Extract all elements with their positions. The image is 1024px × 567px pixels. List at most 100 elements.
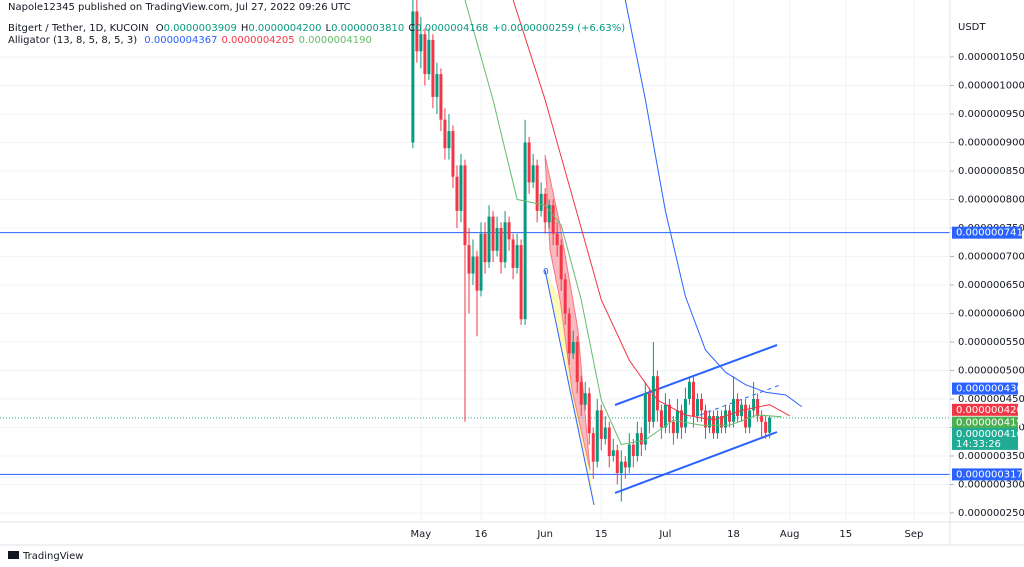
pattern-line [544, 269, 595, 506]
price-line-label: 0.0000007418 [956, 228, 1024, 239]
y-tick-label: 0.0000007000 [958, 251, 1024, 262]
alligator-line [512, 0, 790, 421]
candle-body [667, 404, 671, 422]
indicator-value: 0.0000004367 [144, 35, 218, 46]
y-tick-label: 0.0000008000 [958, 194, 1024, 205]
candle-body [439, 74, 443, 120]
candle-body [451, 131, 455, 177]
candle-body [443, 119, 447, 149]
y-tick-label: 0.0000009000 [958, 137, 1024, 148]
candle-body [571, 341, 575, 354]
candle-body [627, 444, 631, 468]
price-tag [952, 427, 1018, 450]
candle-body [611, 450, 615, 456]
candle-body [647, 393, 651, 422]
candle-body [495, 227, 499, 251]
candle-body [760, 416, 764, 422]
indicator-legend: Alligator (13, 8, 5, 8, 5, 3) 0.00000043… [8, 35, 376, 46]
x-tick-label: Sep [904, 529, 923, 540]
candle-body [651, 376, 655, 422]
candle-body [487, 216, 491, 263]
candle-body [583, 393, 587, 405]
candle-body [655, 376, 659, 411]
candle-body [559, 245, 563, 280]
symbol-legend: Bitgert / Tether, 1D, KUCOIN O0.00000039… [8, 23, 629, 34]
candle-body [547, 205, 551, 223]
candle-body [707, 416, 711, 428]
candle-body [748, 410, 752, 428]
candle-body [575, 341, 579, 382]
candle-body [467, 245, 471, 274]
candle-body [463, 165, 467, 246]
candle-body [563, 279, 567, 314]
candle-body [527, 142, 531, 183]
candle-body [691, 381, 695, 417]
candle-body [623, 461, 627, 468]
candle-body [683, 398, 687, 428]
x-tick-label: 16 [475, 529, 488, 540]
candle-body [607, 427, 611, 456]
candle-body [423, 34, 427, 75]
candle-body [531, 165, 535, 183]
candle-body [523, 142, 527, 320]
y-tick-label: 0.0000010000 [958, 80, 1024, 91]
candle-body [736, 398, 740, 417]
candle-body [671, 421, 675, 434]
candle-body [455, 176, 459, 211]
candle-body [675, 410, 679, 434]
candle-body [459, 165, 463, 211]
grid [0, 0, 950, 522]
publisher-line: Napole12345 published on TradingView.com… [8, 2, 351, 13]
x-tick-label: Aug [780, 529, 800, 540]
candle-body [695, 398, 699, 417]
channel-mid [699, 384, 781, 416]
x-tick-label: Jul [658, 529, 671, 540]
candle-body [619, 461, 623, 474]
price-lines [0, 232, 950, 475]
candle-body [419, 34, 423, 52]
candle-body [639, 433, 643, 445]
ohlc-key: L [325, 23, 332, 34]
candle-body [435, 74, 439, 97]
candle-body [555, 233, 559, 246]
y-tick-label: 0.0000004500 [958, 394, 1024, 405]
candle-body [499, 227, 503, 263]
change: +0.0000000259 (+6.63%) [492, 23, 626, 34]
candle-body [724, 410, 728, 428]
candle-body [475, 256, 479, 291]
ohlc-key: C [408, 23, 416, 34]
drawings: 0 [543, 154, 781, 506]
candle-body [427, 39, 431, 75]
candle-body [712, 416, 716, 434]
candle-body [511, 239, 515, 268]
x-tick-label: 15 [595, 529, 608, 540]
candle-body [551, 205, 555, 234]
candle-body [679, 410, 683, 428]
candle-body [643, 393, 647, 445]
candle-body [591, 433, 595, 462]
price-tag-label: 0.0000004190 [956, 418, 1024, 429]
x-tick-label: Jun [536, 529, 553, 540]
price-tags: 0.00000074180.00000031770.00000043670.00… [952, 226, 1024, 481]
indicator-value: 0.0000004190 [298, 35, 372, 46]
candle-body [716, 416, 720, 434]
candle-body [447, 131, 451, 149]
candle-body [663, 404, 667, 428]
x-tick-label: May [411, 529, 432, 540]
price-tag-label: 0.0000004205 [956, 405, 1024, 416]
brand-logo [8, 551, 19, 559]
candle-body [479, 233, 483, 291]
candle-body [764, 421, 768, 433]
y-tick-label: 0.0000003500 [958, 451, 1024, 462]
candle-body [519, 245, 523, 320]
candle-body [635, 433, 639, 456]
ohlc-value: 0.0000003810 [331, 23, 405, 34]
candle-body [732, 398, 736, 422]
candle-body [567, 313, 571, 354]
alligator [464, 0, 802, 446]
price-line-tag [952, 226, 1022, 239]
x-tick-label: 18 [727, 529, 740, 540]
symbol: Bitgert / Tether, 1D, KUCOIN [8, 23, 149, 34]
candle-body [744, 404, 748, 428]
